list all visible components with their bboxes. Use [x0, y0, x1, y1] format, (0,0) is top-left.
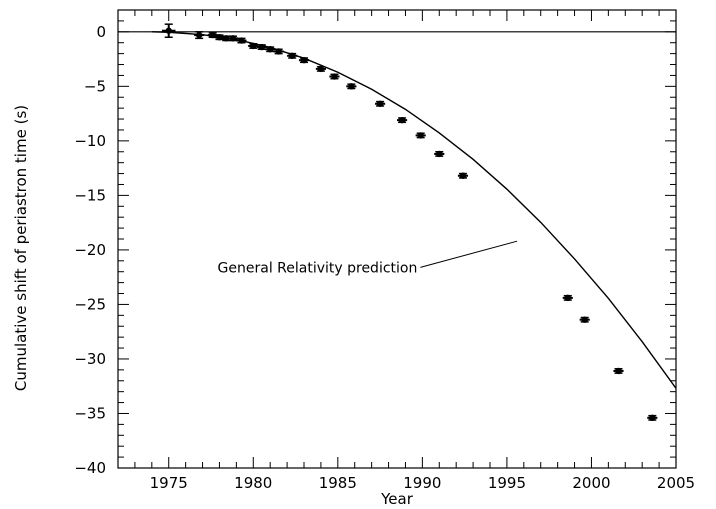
- data-point: [346, 83, 357, 90]
- point-marker: [417, 132, 424, 139]
- data-point: [434, 150, 445, 158]
- data-point: [287, 52, 298, 59]
- data-point: [315, 65, 326, 73]
- data-point: [579, 316, 590, 323]
- point-marker: [398, 116, 406, 124]
- point-marker: [209, 31, 216, 39]
- point-marker: [331, 73, 338, 80]
- data-point: [273, 48, 284, 55]
- data-point: [256, 43, 267, 51]
- data-point: [214, 34, 225, 41]
- data-point: [265, 46, 276, 53]
- data-point: [457, 172, 469, 179]
- y-tick-label: −35: [74, 404, 106, 422]
- y-tick-label: −15: [74, 186, 106, 204]
- data-point: [613, 367, 624, 375]
- data-point: [397, 116, 408, 124]
- y-tick-label: −40: [74, 459, 106, 477]
- x-tick-label: 2005: [657, 474, 695, 492]
- data-point: [415, 132, 426, 139]
- y-tick-label: −20: [74, 241, 106, 259]
- point-marker: [348, 83, 355, 90]
- point-marker: [459, 172, 467, 179]
- x-tick-label: 1980: [234, 474, 272, 492]
- x-tick-label: 1990: [403, 474, 441, 492]
- data-point: [236, 37, 247, 44]
- point-marker: [564, 294, 571, 302]
- point-marker: [436, 150, 443, 158]
- x-tick-label: 1975: [150, 474, 188, 492]
- data-point: [194, 31, 205, 40]
- point-marker: [229, 35, 237, 42]
- point-marker: [223, 35, 230, 42]
- y-tick-label: 0: [96, 23, 106, 41]
- point-marker: [615, 367, 622, 375]
- annotation-group: General Relativity prediction: [218, 240, 518, 276]
- point-marker: [258, 43, 265, 51]
- annotation-leader: [420, 240, 518, 268]
- gr-prediction-curve-group: [151, 31, 677, 389]
- x-tick-label: 1985: [319, 474, 357, 492]
- data-point: [227, 35, 239, 42]
- point-marker: [300, 56, 308, 64]
- point-marker: [165, 27, 172, 34]
- y-tick-label: −10: [74, 132, 106, 150]
- point-marker: [238, 37, 245, 44]
- annotation-label: General Relativity prediction: [218, 260, 418, 276]
- gr-prediction-curve: [151, 31, 677, 389]
- point-marker: [376, 100, 384, 107]
- data-point: [562, 294, 573, 302]
- y-axis-label: Cumulative shift of periastron time (s): [12, 105, 30, 391]
- x-tick-labels: 1975 1980 1985 1990 1995 2000 2005: [150, 474, 695, 492]
- point-marker: [317, 65, 325, 73]
- point-marker: [216, 34, 223, 41]
- x-axis-label: Year: [380, 490, 414, 508]
- point-marker: [266, 46, 274, 53]
- y-tick-label: −25: [74, 295, 106, 313]
- y-tick-label: −5: [84, 77, 106, 95]
- data-point: [161, 23, 176, 39]
- point-marker: [250, 42, 257, 50]
- x-tick-label: 2000: [572, 474, 610, 492]
- point-marker: [649, 414, 656, 422]
- point-marker: [195, 31, 203, 39]
- y-tick-labels: 0 −5 −10 −15 −20 −25 −30 −35 −40: [74, 23, 106, 477]
- point-marker: [275, 48, 282, 55]
- data-points: [161, 23, 658, 422]
- data-point: [298, 56, 310, 64]
- plot-frame: [117, 9, 677, 469]
- y-tick-label: −30: [74, 350, 106, 368]
- axis-ticks: [117, 9, 677, 469]
- data-point: [647, 414, 658, 422]
- x-tick-label: 1995: [488, 474, 526, 492]
- point-marker: [288, 52, 296, 59]
- point-marker: [581, 316, 588, 323]
- data-point: [329, 73, 340, 80]
- data-point: [375, 100, 386, 107]
- data-point: [248, 42, 259, 50]
